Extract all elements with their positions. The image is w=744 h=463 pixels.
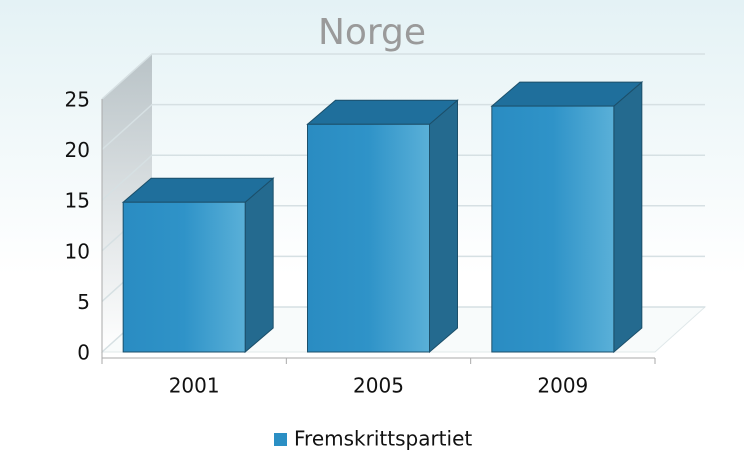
y-tick-label: 20 (65, 138, 90, 162)
bar-side (613, 80, 643, 354)
legend-label: Fremskrittspartiet (294, 427, 472, 451)
plot: 0 5 10 15 20 25 2001 2005 2009 (65, 53, 707, 398)
legend-swatch (274, 433, 287, 446)
bar-side (244, 177, 274, 354)
bar (491, 105, 615, 353)
x-tick-label: 2009 (537, 374, 588, 398)
y-tick-label: 5 (77, 290, 90, 314)
y-tick-label: 0 (77, 341, 90, 365)
y-tick-label: 25 (65, 88, 90, 112)
y-tick-label: 15 (65, 189, 90, 213)
chart-title: Norge (318, 12, 426, 53)
bar-side (429, 99, 458, 354)
bar (122, 201, 246, 353)
bar (307, 123, 430, 353)
x-tick-label: 2005 (353, 374, 404, 398)
y-tick-label: 10 (65, 239, 90, 263)
grid-line (101, 53, 705, 100)
x-tick-label: 2001 (169, 374, 220, 398)
